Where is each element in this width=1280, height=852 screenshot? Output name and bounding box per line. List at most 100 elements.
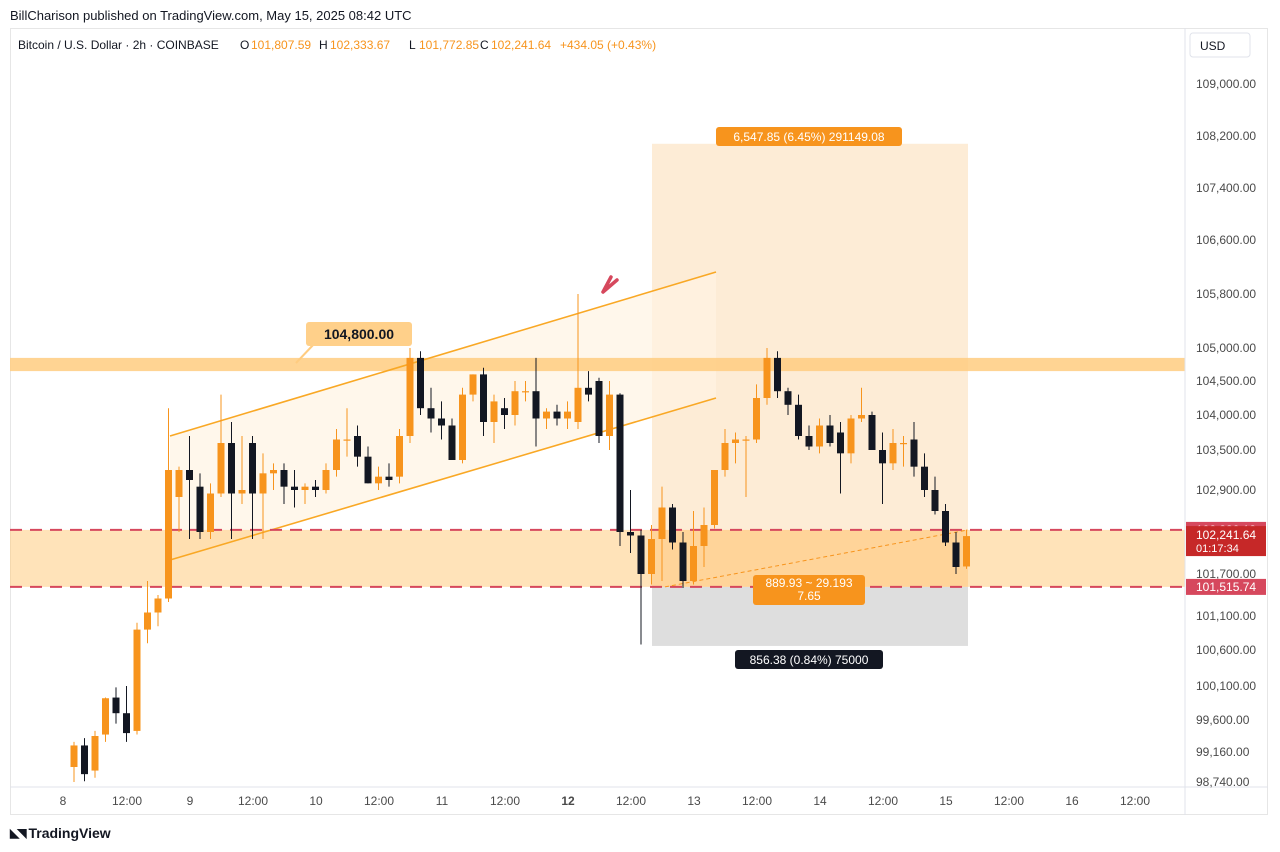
candle-body: [501, 408, 508, 415]
candle: [196, 473, 204, 539]
y-tick-label: 99,600.00: [1196, 713, 1250, 727]
candle: [207, 483, 214, 539]
l-label: L: [409, 38, 416, 52]
candle-body: [732, 439, 739, 443]
candle: [816, 418, 823, 454]
risk-reward-box: [753, 575, 865, 605]
candle-body: [774, 357, 781, 392]
candle-body: [165, 470, 172, 599]
y-tick-label: 104,500.00: [1196, 374, 1256, 388]
candle: [637, 529, 645, 645]
candle: [679, 532, 687, 588]
candle-body: [123, 713, 130, 734]
x-tick-label: 12:00: [1120, 794, 1150, 808]
y-tick-label: 106,600.00: [1196, 233, 1256, 247]
candle: [70, 741, 78, 782]
candle-body: [847, 418, 855, 454]
candle-body: [679, 542, 687, 581]
candle: [123, 686, 130, 742]
candle: [564, 401, 571, 429]
target-label: 6,547.85 (6.45%) 291149.08: [733, 130, 885, 144]
drawings-layer: [10, 271, 1185, 588]
candle: [291, 470, 298, 508]
candle: [658, 486, 666, 581]
candle: [889, 429, 897, 470]
candle-body: [700, 525, 708, 546]
candle: [606, 381, 613, 450]
c-value: 102,241.64: [491, 38, 551, 52]
candle-body: [343, 439, 351, 441]
h-value: 102,333.67: [330, 38, 390, 52]
candle: [648, 525, 655, 585]
candle-body: [606, 394, 613, 436]
y-tick-label: 108,200.00: [1196, 129, 1256, 143]
candle: [396, 429, 403, 484]
candle-body: [942, 511, 949, 543]
candle: [847, 415, 855, 464]
support-zone: [10, 529, 1185, 587]
candle-body: [238, 490, 246, 494]
x-tick-label: 12:00: [238, 794, 268, 808]
x-tick-label: 13: [687, 794, 701, 808]
y-tick-label: 105,000.00: [1196, 341, 1256, 355]
candle: [721, 429, 729, 477]
y-tick-label: 101,100.00: [1196, 609, 1256, 623]
y-tick-label: 98,740.00: [1196, 775, 1250, 789]
x-tick-label: 16: [1065, 794, 1079, 808]
candle-body: [480, 374, 487, 422]
candle-body: [301, 486, 309, 490]
arrow-marker-icon: [601, 275, 619, 294]
change-value: +434.05 (+0.43%): [560, 38, 656, 52]
candle-body: [322, 470, 330, 490]
candle-body: [186, 470, 193, 480]
candle: [343, 408, 351, 457]
brand-name: TradingView: [28, 825, 111, 841]
candle: [826, 415, 834, 447]
h-label: H: [319, 38, 328, 52]
candle-body: [595, 381, 603, 436]
candle-body: [375, 476, 382, 484]
current-price-label: 102,241.64: [1196, 528, 1256, 542]
candle-body: [385, 476, 393, 480]
o-value: 101,807.59: [251, 38, 311, 52]
publisher-line: BillCharison published on TradingView.co…: [10, 8, 412, 23]
candle-body: [417, 357, 424, 409]
y-tick-label: 100,100.00: [1196, 679, 1256, 693]
candle: [417, 351, 424, 415]
candle-body: [532, 391, 540, 419]
candle: [837, 422, 844, 494]
current-price-tag: [1186, 526, 1266, 557]
candle: [942, 504, 949, 546]
currency-label[interactable]: USD: [1200, 39, 1226, 53]
candle: [774, 351, 781, 398]
candle-body: [207, 493, 214, 532]
stop-label: 856.38 (0.84%) 75000: [750, 653, 869, 667]
candle-body: [280, 470, 288, 487]
price-level-tag: [1186, 578, 1266, 595]
candle-body: [522, 391, 529, 393]
tradingview-footer: ◣◥ TradingView: [10, 825, 111, 841]
candle-body: [553, 411, 561, 419]
candle: [186, 436, 193, 539]
risk-reward-value: 7.65: [797, 589, 821, 603]
resistance-label-box: [306, 322, 412, 346]
candle: [438, 401, 445, 440]
candle-body: [70, 745, 78, 767]
candle-body: [763, 357, 771, 398]
candle: [879, 432, 886, 504]
candle: [690, 511, 697, 585]
x-tick-label: 12:00: [364, 794, 394, 808]
candle: [753, 384, 760, 443]
candle-body: [826, 425, 834, 443]
candle-body: [217, 443, 225, 494]
candle-body: [102, 698, 109, 735]
candle: [858, 387, 865, 422]
candle: [312, 480, 319, 497]
candle-body: [952, 542, 960, 567]
candle-body: [889, 443, 897, 464]
candle: [354, 425, 361, 467]
axes-layer: USD 109,000.00 108,200.00 107,400.00 106,600…: [10, 28, 1268, 815]
price-level-label: 101,515.74: [1196, 580, 1256, 594]
candle: [501, 398, 508, 429]
